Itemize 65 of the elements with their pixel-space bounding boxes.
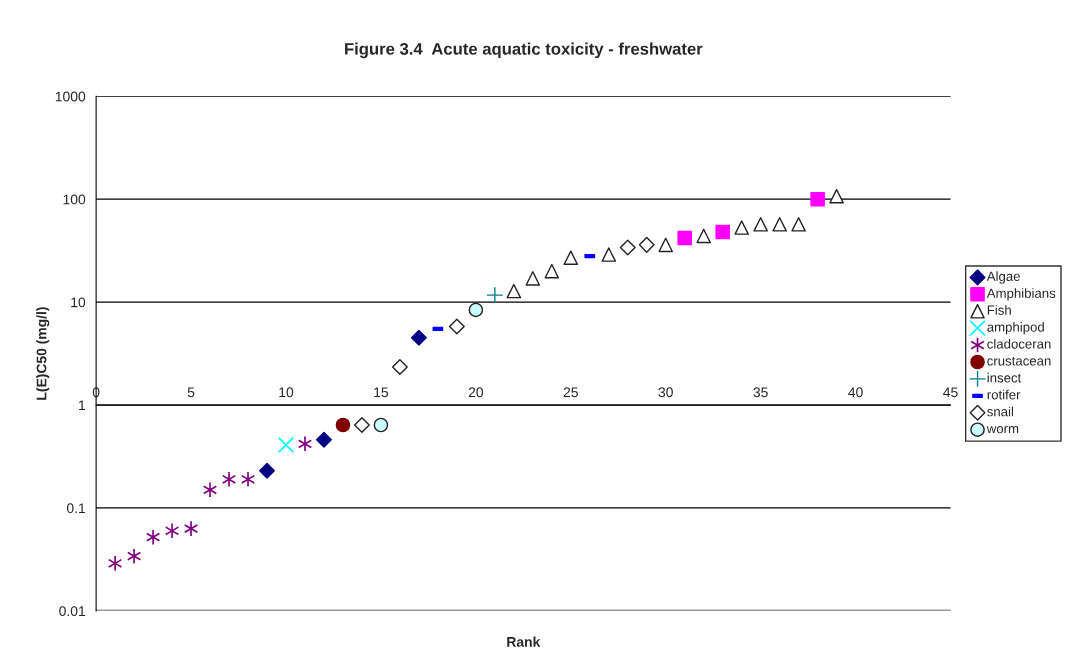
y-tick-label: 10	[71, 297, 86, 308]
point	[468, 302, 484, 318]
point	[335, 417, 351, 433]
x-tick-label: 40	[848, 387, 863, 398]
legend-label: Algae	[986, 271, 1020, 284]
point	[715, 224, 730, 240]
point	[486, 286, 504, 304]
point	[315, 431, 332, 448]
point	[353, 417, 370, 433]
legend-label: crustacean	[987, 356, 1051, 366]
x-tick-label: 30	[658, 387, 673, 398]
point	[791, 217, 806, 232]
point	[525, 271, 541, 286]
x-tick-label: 25	[563, 387, 578, 398]
x-tick-label: 5	[187, 387, 195, 398]
point	[563, 250, 579, 266]
point	[810, 191, 825, 207]
point	[183, 520, 199, 537]
point	[544, 263, 560, 279]
point	[259, 462, 275, 479]
point	[619, 239, 636, 256]
point	[448, 318, 465, 335]
point	[373, 417, 389, 433]
point	[410, 329, 427, 346]
point	[677, 230, 692, 246]
point	[772, 217, 787, 232]
legend-label: snail	[987, 406, 1014, 417]
x-tick-label: 35	[753, 387, 768, 398]
y-axis-title: L(E)C50 (mg/l)	[36, 307, 50, 400]
point	[202, 481, 218, 498]
y-tick-label: 1	[79, 400, 86, 411]
point	[829, 188, 844, 204]
legend-label: cladoceran	[987, 338, 1051, 349]
x-tick-label: 45	[943, 387, 958, 398]
y-tick-label: 100	[63, 194, 86, 205]
legend-label: worm	[986, 426, 1019, 434]
y-tick-label: 0.1	[66, 503, 86, 514]
x-tick-label: 10	[279, 387, 294, 398]
point	[506, 283, 522, 299]
legend-label: rotifer	[987, 389, 1021, 400]
point	[753, 217, 768, 232]
point	[145, 529, 161, 546]
point	[126, 548, 142, 565]
y-tick-label: 1000	[55, 91, 86, 102]
y-tick-label: 0.01	[59, 606, 86, 617]
point	[696, 228, 711, 244]
legend-label: amphipod	[987, 322, 1044, 335]
x-tick-label: 15	[374, 387, 389, 398]
point	[658, 237, 674, 253]
point	[297, 435, 313, 452]
point	[638, 236, 655, 253]
point	[391, 359, 408, 376]
legend-label: insect	[987, 372, 1022, 383]
x-axis-title: Rank	[507, 636, 541, 647]
x-tick-label: 20	[468, 387, 484, 398]
chart-title: Figure 3.4 Acute aquatic toxicity - freshwater	[345, 42, 703, 59]
legend-label: Amphibians	[986, 288, 1056, 301]
point	[164, 522, 180, 539]
point	[734, 220, 749, 235]
point	[601, 247, 617, 262]
legend-label: Fish	[987, 305, 1011, 315]
point	[277, 436, 295, 454]
point	[221, 471, 237, 488]
point	[240, 471, 256, 488]
point	[107, 555, 123, 572]
